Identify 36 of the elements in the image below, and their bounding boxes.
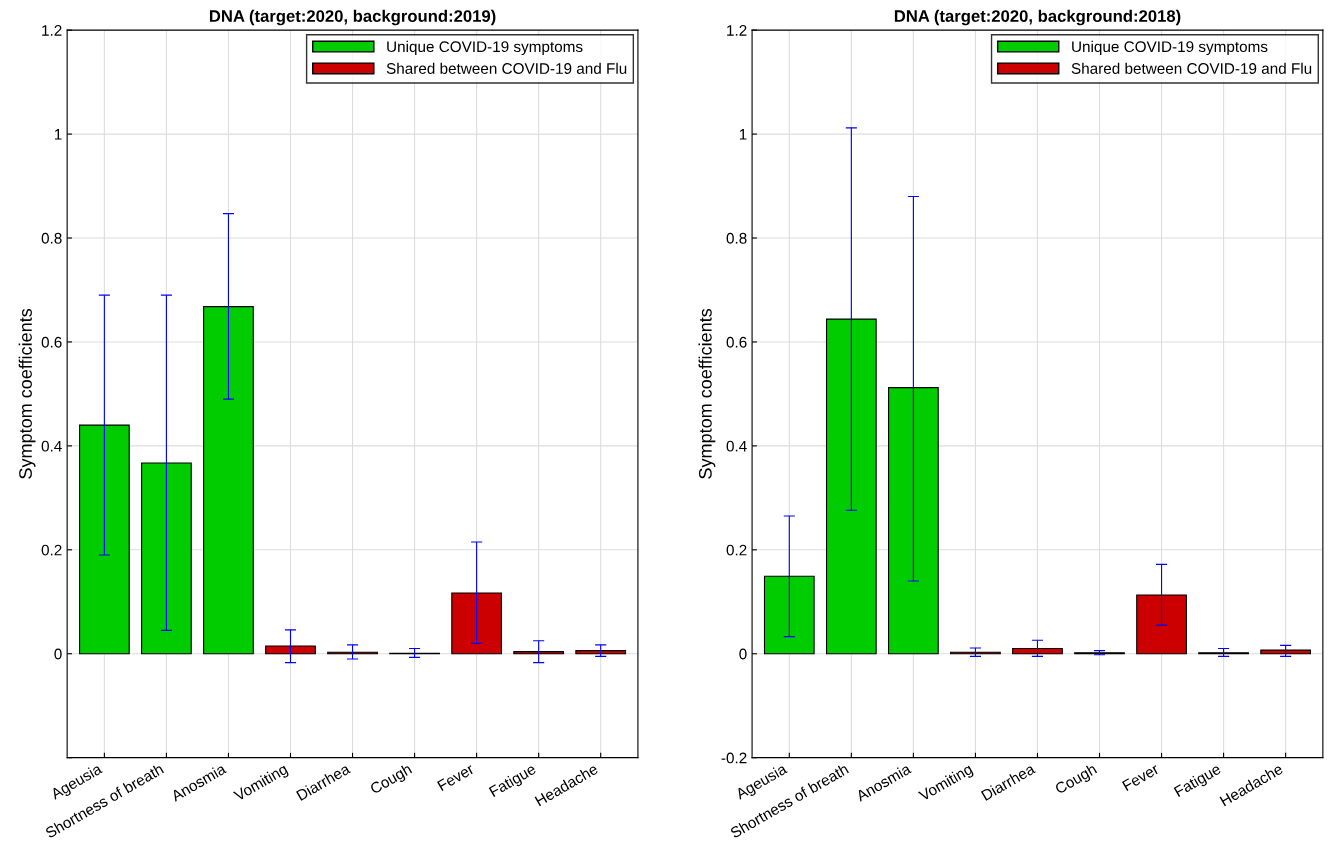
- bar: [1136, 594, 1187, 655]
- legend-label: Unique COVID-19 symptoms: [387, 40, 583, 56]
- bar: [513, 651, 565, 655]
- y-tick-label: 0: [54, 648, 62, 660]
- bar: [203, 306, 254, 655]
- chart-title: DNA (target:2020, background:2019): [209, 9, 496, 26]
- y-tick-label: 0: [739, 648, 747, 660]
- chart-title: DNA (target:2020, background:2018): [894, 9, 1181, 26]
- y-tick-label: 0.8: [726, 232, 747, 244]
- y-tick-label: 1.2: [727, 25, 747, 36]
- y-tick-label: 0.6: [726, 336, 747, 348]
- y-tick-label: 0.2: [726, 544, 747, 556]
- y-tick-label: 0.8: [41, 232, 62, 244]
- y-tick-label: -0.2: [721, 752, 747, 764]
- bar: [763, 575, 815, 655]
- y-tick-label: 0.6: [41, 336, 62, 348]
- bar: [451, 592, 502, 655]
- y-tick-label: 0.4: [41, 440, 62, 452]
- bar: [825, 318, 877, 655]
- y-tick-label: 1.2: [42, 25, 62, 36]
- bar: [265, 645, 316, 655]
- y-axis-title: Symptom coefficients: [18, 308, 36, 479]
- bar: [1260, 649, 1312, 655]
- y-tick-label: 1: [54, 129, 62, 140]
- bar: [141, 462, 192, 655]
- y-tick-label: 0.4: [726, 440, 747, 452]
- bar: [79, 424, 130, 655]
- legend-label: Unique COVID-19 symptoms: [1072, 40, 1268, 56]
- bar: [888, 387, 939, 655]
- y-tick-label: 0.2: [41, 544, 62, 556]
- legend-label: Shared between COVID-19 and Flu: [386, 62, 627, 74]
- bar: [1012, 647, 1063, 655]
- bar: [575, 650, 627, 655]
- y-axis-title: Symptom coefficients: [698, 308, 716, 479]
- legend-label: Shared between COVID-19 and Flu: [1071, 62, 1312, 74]
- y-tick-label: 1: [739, 129, 747, 140]
